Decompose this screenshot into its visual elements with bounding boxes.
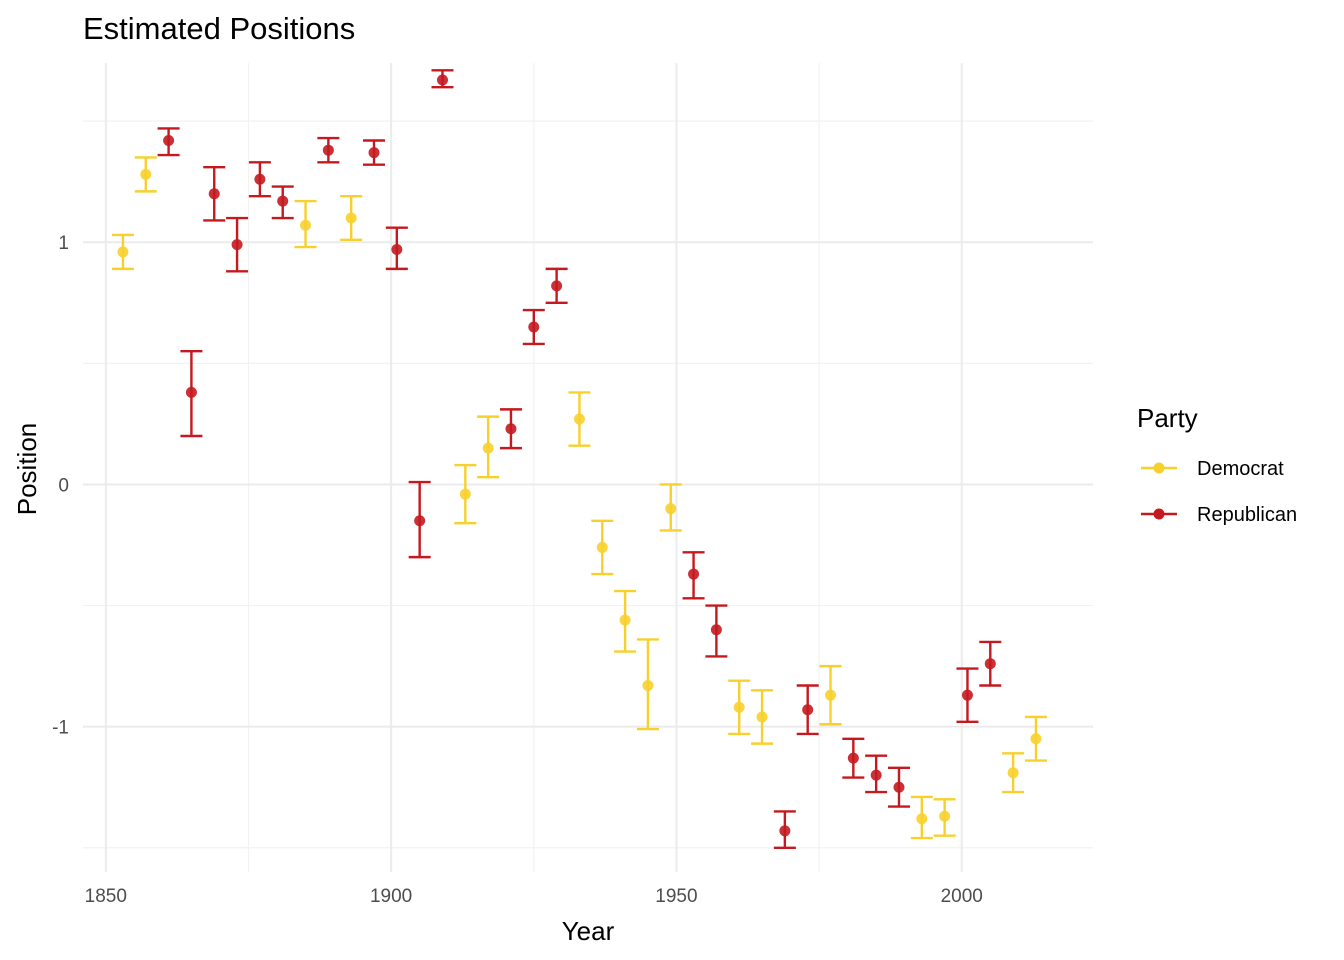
data-point bbox=[414, 515, 426, 527]
axis-layer: Estimated Positions Year Position 1850 19… bbox=[12, 11, 983, 946]
data-point bbox=[140, 168, 152, 180]
data-point bbox=[1030, 733, 1042, 745]
data-point bbox=[368, 147, 380, 159]
x-tick-label: 1900 bbox=[370, 886, 412, 907]
data-point bbox=[619, 614, 631, 626]
data-point bbox=[893, 781, 905, 793]
legend: Party Democrat Republican bbox=[1137, 403, 1297, 526]
y-tick-label: 0 bbox=[58, 475, 69, 496]
chart-title: Estimated Positions bbox=[83, 11, 355, 46]
data-point bbox=[779, 825, 791, 837]
data-point bbox=[391, 244, 403, 256]
data-point bbox=[733, 701, 745, 713]
data-point bbox=[528, 321, 540, 333]
data-point bbox=[300, 219, 312, 231]
data-point bbox=[573, 413, 585, 425]
data-point bbox=[825, 689, 837, 701]
data-point bbox=[231, 239, 243, 251]
x-axis-title: Year bbox=[562, 916, 615, 946]
data-point bbox=[459, 488, 471, 500]
data-point bbox=[916, 813, 928, 825]
y-axis-title: Position bbox=[12, 423, 42, 516]
data-point bbox=[596, 541, 608, 553]
data-point bbox=[551, 280, 563, 292]
legend-key-point bbox=[1153, 508, 1165, 520]
legend-title: Party bbox=[1137, 403, 1198, 433]
data-point bbox=[117, 246, 129, 258]
data-point bbox=[642, 679, 654, 691]
x-tick-label: 1850 bbox=[85, 886, 127, 907]
data-point bbox=[688, 568, 700, 580]
data-point bbox=[277, 195, 289, 207]
legend-label-democrat: Democrat bbox=[1197, 458, 1284, 480]
data-point bbox=[939, 810, 951, 822]
series-layer bbox=[111, 69, 1047, 849]
legend-key-point bbox=[1153, 462, 1165, 474]
data-point bbox=[870, 769, 882, 781]
data-point bbox=[961, 689, 973, 701]
x-tick-label: 1950 bbox=[655, 886, 697, 907]
data-point bbox=[756, 711, 768, 723]
legend-key-republican bbox=[1141, 508, 1177, 520]
data-point bbox=[163, 135, 175, 147]
data-point bbox=[665, 503, 677, 515]
data-point bbox=[254, 173, 266, 185]
data-point bbox=[984, 658, 996, 670]
y-tick-label: -1 bbox=[52, 718, 69, 739]
data-point bbox=[710, 624, 722, 636]
legend-label-republican: Republican bbox=[1197, 504, 1297, 526]
data-point bbox=[802, 704, 814, 716]
series-republican bbox=[157, 69, 1002, 849]
legend-key-democrat bbox=[1141, 462, 1177, 474]
data-point bbox=[436, 74, 448, 86]
data-point bbox=[322, 144, 334, 156]
grid-layer bbox=[83, 63, 1093, 872]
data-point bbox=[345, 212, 357, 224]
x-tick-label: 2000 bbox=[941, 886, 983, 907]
data-point bbox=[185, 386, 197, 398]
data-point bbox=[1007, 767, 1019, 779]
y-tick-label: 1 bbox=[58, 233, 69, 254]
data-point bbox=[208, 188, 220, 200]
data-point bbox=[505, 423, 517, 435]
data-point bbox=[847, 752, 859, 764]
series-democrat bbox=[111, 156, 1047, 840]
data-point bbox=[482, 442, 494, 454]
